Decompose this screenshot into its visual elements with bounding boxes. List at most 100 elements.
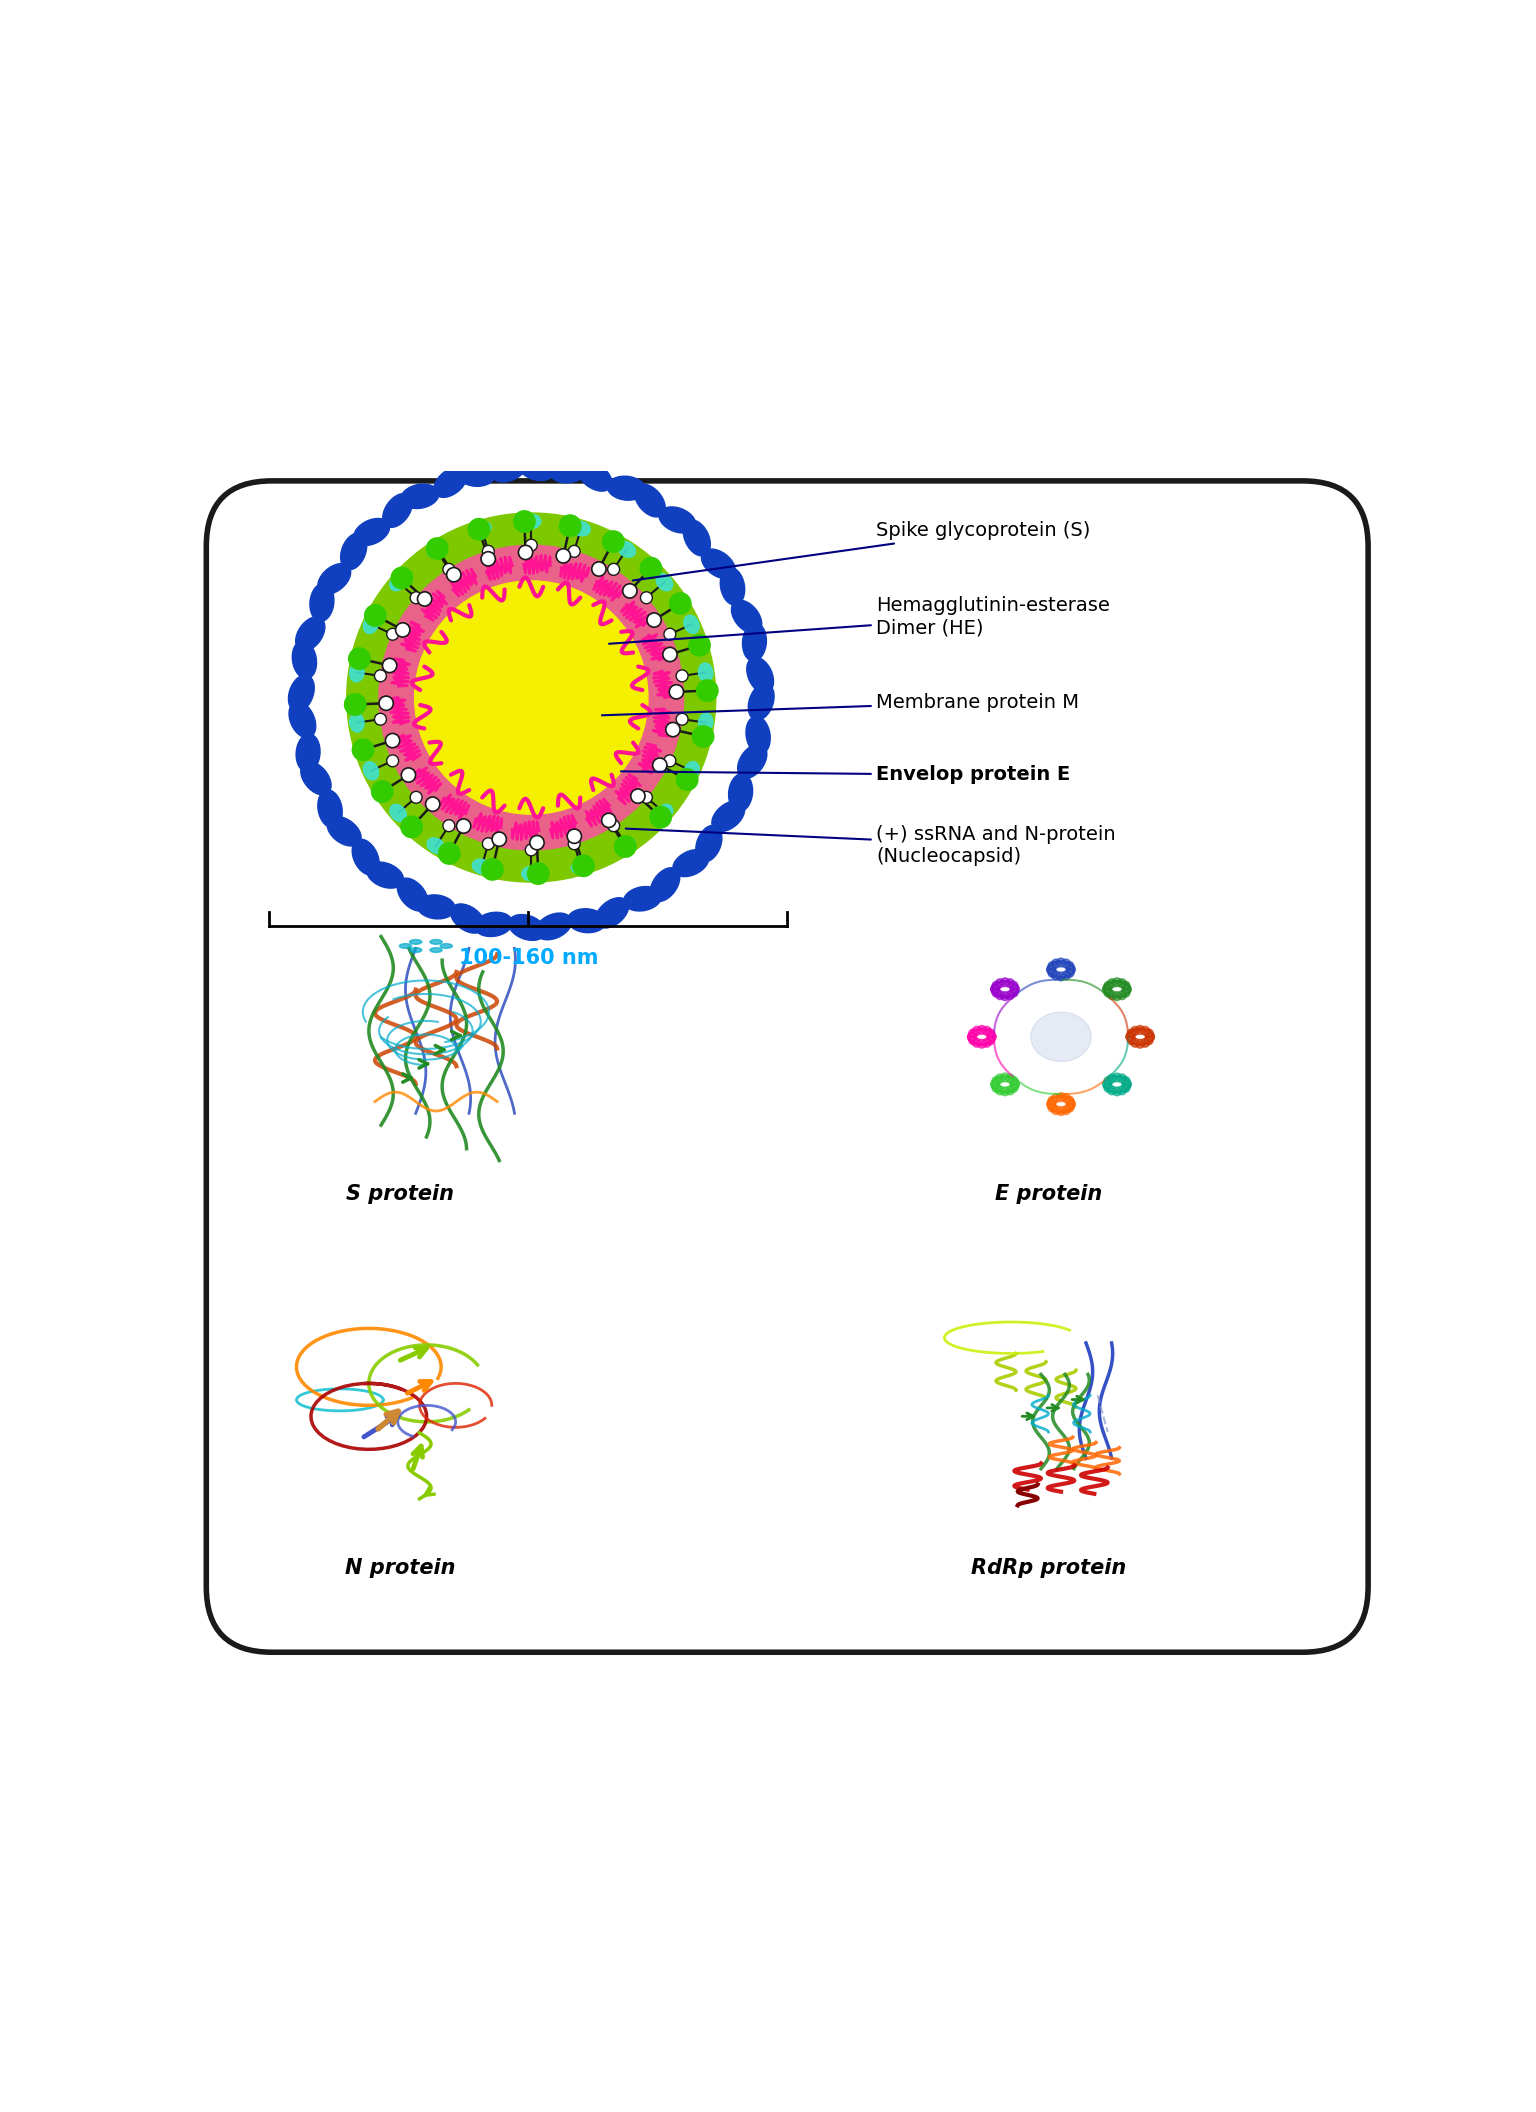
Circle shape (425, 796, 439, 811)
Ellipse shape (364, 762, 378, 779)
Ellipse shape (624, 887, 662, 910)
Circle shape (1046, 965, 1055, 974)
Circle shape (525, 539, 538, 551)
Circle shape (481, 551, 495, 566)
Circle shape (602, 813, 616, 828)
Ellipse shape (617, 838, 636, 853)
Ellipse shape (702, 549, 736, 579)
Circle shape (1118, 1075, 1126, 1083)
Circle shape (349, 648, 370, 670)
Circle shape (995, 978, 1005, 988)
Circle shape (1121, 1077, 1130, 1086)
Circle shape (1052, 959, 1060, 967)
Circle shape (344, 693, 366, 716)
Circle shape (614, 836, 636, 857)
Circle shape (1126, 1033, 1135, 1041)
Circle shape (1052, 1094, 1060, 1102)
Circle shape (375, 714, 387, 724)
Circle shape (1000, 978, 1009, 986)
Circle shape (1006, 978, 1014, 988)
Ellipse shape (472, 522, 492, 536)
Circle shape (641, 792, 653, 803)
Ellipse shape (673, 849, 708, 876)
Ellipse shape (696, 826, 722, 862)
Circle shape (602, 530, 624, 553)
Circle shape (1112, 978, 1121, 986)
Ellipse shape (318, 564, 350, 593)
Ellipse shape (746, 657, 774, 693)
Circle shape (992, 1077, 1001, 1086)
Ellipse shape (427, 541, 445, 558)
Ellipse shape (711, 800, 745, 832)
Circle shape (482, 545, 495, 558)
Circle shape (969, 1035, 977, 1045)
Ellipse shape (536, 912, 571, 940)
Circle shape (1009, 1083, 1018, 1092)
Circle shape (1141, 1026, 1149, 1035)
Ellipse shape (684, 762, 699, 779)
Ellipse shape (492, 456, 527, 482)
Circle shape (530, 836, 544, 849)
Ellipse shape (382, 494, 412, 528)
Circle shape (1121, 1083, 1130, 1092)
Circle shape (972, 1039, 982, 1048)
Circle shape (1000, 1073, 1009, 1081)
Circle shape (1011, 1079, 1020, 1090)
Circle shape (1118, 978, 1126, 988)
Text: (+) ssRNA and N-protein
(Nucleocapsid): (+) ssRNA and N-protein (Nucleocapsid) (625, 824, 1117, 866)
Circle shape (447, 568, 461, 581)
Ellipse shape (350, 663, 364, 682)
Circle shape (968, 1033, 977, 1041)
Circle shape (1057, 972, 1066, 980)
Ellipse shape (656, 805, 673, 822)
Circle shape (676, 670, 688, 682)
Circle shape (513, 511, 535, 532)
Circle shape (972, 1026, 982, 1035)
Circle shape (468, 520, 490, 541)
Circle shape (410, 792, 422, 803)
Circle shape (519, 545, 533, 560)
Ellipse shape (656, 574, 673, 591)
Circle shape (1061, 1094, 1071, 1102)
Circle shape (983, 1039, 991, 1048)
Ellipse shape (720, 568, 745, 604)
Circle shape (1144, 1035, 1154, 1045)
Ellipse shape (310, 583, 333, 621)
Circle shape (664, 646, 677, 661)
Circle shape (1107, 1086, 1117, 1094)
Circle shape (653, 758, 667, 773)
Ellipse shape (634, 484, 665, 517)
Circle shape (977, 1026, 986, 1035)
Ellipse shape (350, 714, 364, 733)
Ellipse shape (731, 600, 762, 634)
Circle shape (622, 583, 637, 598)
Circle shape (1104, 982, 1112, 991)
Ellipse shape (435, 467, 467, 496)
Ellipse shape (398, 879, 429, 910)
Circle shape (456, 819, 472, 834)
Circle shape (1006, 1086, 1014, 1094)
Circle shape (1141, 1039, 1149, 1048)
Ellipse shape (301, 762, 332, 794)
Circle shape (1061, 1107, 1071, 1115)
Circle shape (1127, 1029, 1137, 1037)
Circle shape (1135, 1026, 1144, 1035)
Circle shape (1006, 1075, 1014, 1083)
Ellipse shape (430, 948, 442, 953)
Ellipse shape (296, 735, 319, 773)
Circle shape (573, 855, 594, 876)
Circle shape (977, 1039, 986, 1048)
Ellipse shape (418, 895, 455, 919)
Circle shape (1135, 1039, 1144, 1048)
Circle shape (991, 984, 1000, 993)
Text: Hemagglutinin-esterase
Dimer (HE): Hemagglutinin-esterase Dimer (HE) (610, 596, 1111, 644)
Circle shape (527, 864, 548, 885)
Ellipse shape (318, 790, 343, 828)
Circle shape (364, 604, 386, 627)
Circle shape (608, 564, 619, 574)
Ellipse shape (292, 640, 316, 678)
Circle shape (1118, 1086, 1126, 1094)
Text: N protein: N protein (346, 1559, 456, 1578)
Circle shape (556, 549, 570, 564)
Circle shape (396, 623, 410, 638)
